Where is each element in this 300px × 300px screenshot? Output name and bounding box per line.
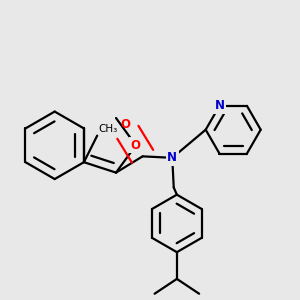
Text: O: O — [131, 139, 141, 152]
Text: N: N — [214, 99, 224, 112]
Text: CH₃: CH₃ — [99, 124, 118, 134]
Text: O: O — [120, 118, 130, 131]
Text: N: N — [167, 151, 177, 164]
